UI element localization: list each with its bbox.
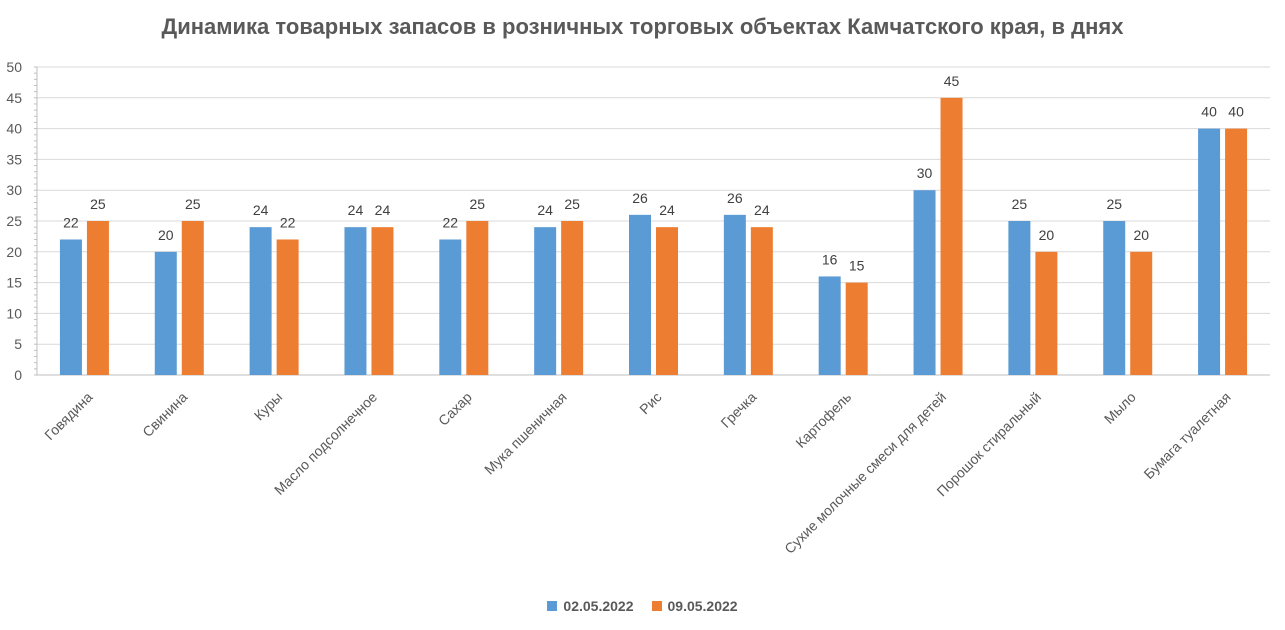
bar-series-2: [86, 221, 109, 375]
bar-series-2: [750, 227, 773, 375]
data-label-series-1: 16: [822, 251, 838, 267]
data-label-series-1: 25: [1012, 196, 1028, 212]
data-label-series-2: 20: [1133, 227, 1149, 243]
bar-series-2: [466, 221, 489, 375]
data-label-series-1: 24: [253, 202, 269, 218]
data-label-series-1: 26: [727, 190, 743, 206]
data-label-series-2: 24: [754, 202, 770, 218]
data-label-series-1: 40: [1201, 104, 1217, 120]
legend-swatch-series-2: [651, 601, 662, 611]
data-label-series-2: 25: [564, 196, 580, 212]
data-label-series-2: 22: [280, 214, 296, 230]
bar-series-2: [1035, 251, 1058, 375]
y-tick-label: 0: [14, 367, 22, 383]
data-label-series-2: 15: [849, 258, 865, 274]
x-category-label: Бумага туалетная: [1140, 389, 1233, 482]
x-category-label: Сахар: [435, 389, 475, 429]
x-category-label: Гречка: [717, 389, 759, 431]
bar-series-1: [913, 190, 936, 375]
x-category-label: Масло подсолнечное: [271, 389, 380, 498]
bar-series-1: [59, 239, 82, 375]
x-category-label: Свинина: [139, 389, 190, 440]
legend-item-series-2: 09.05.2022: [651, 598, 738, 614]
legend-label-series-1: 02.05.2022: [563, 598, 634, 614]
bar-series-1: [1198, 128, 1221, 375]
y-tick-label: 25: [6, 213, 22, 229]
y-tick-label: 35: [6, 151, 22, 167]
x-category-label: Картофель: [792, 389, 854, 451]
bar-series-2: [561, 221, 584, 375]
y-tick-label: 5: [14, 336, 22, 352]
y-tick-label: 40: [6, 121, 22, 137]
data-label-series-2: 25: [470, 196, 486, 212]
x-category-label: Мука пшеничная: [481, 389, 570, 478]
data-label-series-2: 24: [659, 202, 675, 218]
y-tick-label: 15: [6, 275, 22, 291]
bar-series-1: [344, 227, 367, 375]
data-label-series-1: 20: [158, 227, 174, 243]
data-label-series-2: 25: [90, 196, 106, 212]
bar-series-1: [1103, 221, 1126, 375]
y-tick-label: 30: [6, 182, 22, 198]
data-label-series-1: 24: [537, 202, 553, 218]
x-category-label: Порошок стиральный: [933, 389, 1044, 500]
data-label-series-1: 22: [63, 214, 79, 230]
x-category-label: Мыло: [1101, 389, 1139, 427]
y-tick-label: 10: [6, 305, 22, 321]
y-tick-label: 45: [6, 90, 22, 106]
bar-series-1: [154, 251, 177, 375]
bar-series-2: [656, 227, 678, 375]
bar-series-1: [723, 214, 746, 375]
data-label-series-2: 20: [1039, 227, 1055, 243]
y-tick-label: 20: [6, 244, 22, 260]
legend-swatch-series-1: [547, 601, 558, 611]
bar-series-1: [534, 227, 557, 375]
bar-series-1: [1008, 221, 1031, 375]
bar-series-2: [1130, 251, 1153, 375]
bar-series-2: [371, 227, 394, 375]
legend-label-series-2: 09.05.2022: [667, 598, 738, 614]
data-label-series-1: 26: [632, 190, 648, 206]
bar-series-2: [845, 282, 868, 375]
data-label-series-2: 45: [944, 73, 960, 89]
bar-series-1: [439, 239, 462, 375]
y-tick-label: 50: [6, 59, 22, 75]
data-label-series-2: 24: [375, 202, 391, 218]
data-label-series-1: 24: [348, 202, 364, 218]
bar-series-2: [181, 221, 204, 375]
bar-series-1: [629, 214, 651, 375]
data-label-series-2: 40: [1228, 104, 1244, 120]
bar-series-2: [940, 97, 963, 376]
bar-series-2: [276, 239, 299, 375]
x-category-label: Куры: [251, 389, 286, 424]
data-label-series-2: 25: [185, 196, 201, 212]
data-label-series-1: 22: [443, 214, 459, 230]
bar-series-1: [249, 227, 272, 375]
chart-legend: 02.05.2022 09.05.2022: [0, 598, 1285, 614]
data-label-series-1: 25: [1106, 196, 1122, 212]
bar-series-1: [818, 276, 841, 375]
x-category-label: Сухие молочные смеси для детей: [781, 389, 949, 557]
bar-series-2: [1225, 128, 1248, 375]
data-label-series-1: 30: [917, 165, 933, 181]
x-category-label: Говядина: [41, 389, 95, 443]
legend-item-series-1: 02.05.2022: [547, 598, 634, 614]
x-category-label: Рис: [636, 389, 664, 417]
chart-title: Динамика товарных запасов в розничных то…: [161, 14, 1124, 39]
